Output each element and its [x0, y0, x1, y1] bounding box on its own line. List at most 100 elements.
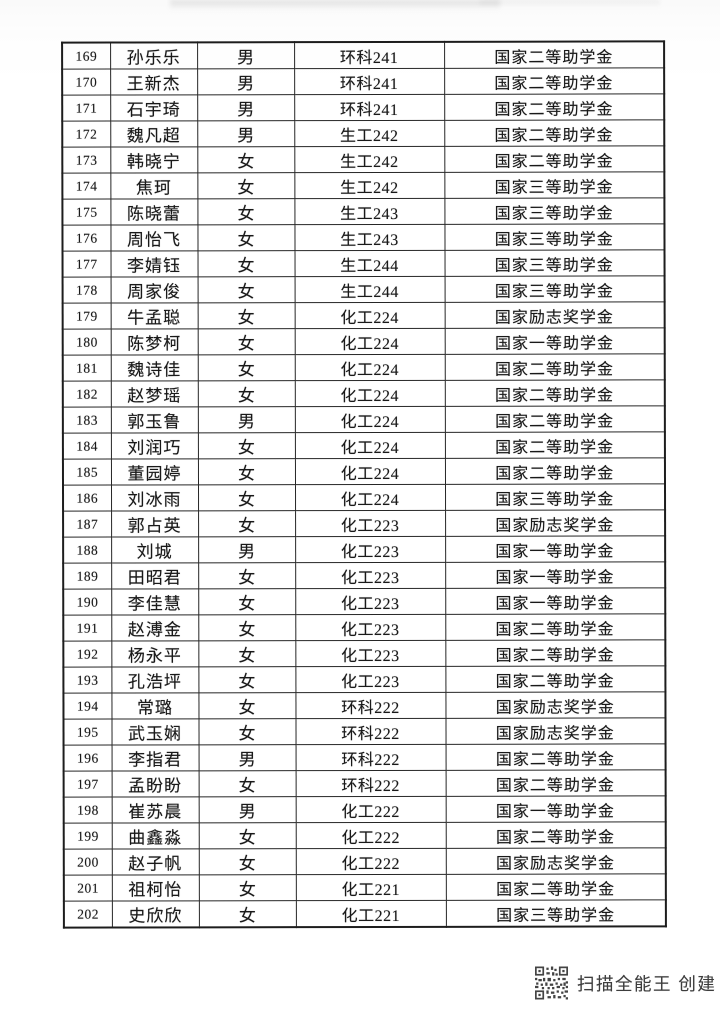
- cell-no: 175: [62, 199, 111, 226]
- cell-name: 李佳慧: [111, 588, 199, 616]
- table-row: 179 牛孟聪女化工224 国家励志奖学金: [62, 301, 665, 330]
- table-row: 192 杨永平女化工223 国家二等助学金: [63, 639, 666, 668]
- cell-name: 杨永平: [111, 640, 199, 668]
- cell-award: 国家励志奖学金: [445, 847, 666, 875]
- cell-name: 魏凡超: [110, 120, 198, 148]
- cell-class: 生工244: [294, 250, 445, 277]
- cell-name: 崔苏晨: [111, 796, 199, 824]
- table-row: 177 李婧钰女生工244 国家三等助学金: [62, 249, 665, 278]
- cell-gender: 女: [197, 302, 295, 329]
- cell-no: 194: [63, 693, 112, 720]
- table-row: 196 李指君男环科222 国家二等助学金: [63, 743, 666, 772]
- cell-gender: 女: [197, 172, 295, 199]
- cell-award: 国家二等助学金: [444, 145, 665, 173]
- cell-name: 史欣欣: [111, 900, 199, 928]
- cell-no: 200: [63, 849, 112, 876]
- cell-award: 国家三等助学金: [444, 249, 665, 277]
- cell-award: 国家一等助学金: [445, 535, 666, 563]
- cell-no: 178: [62, 277, 111, 304]
- cell-gender: 女: [198, 718, 296, 745]
- cell-gender: 男: [197, 120, 295, 147]
- table-row: 178 周家俊女生工244 国家三等助学金: [62, 275, 665, 304]
- table-row: 195 武玉娴女环科222 国家励志奖学金: [63, 717, 666, 746]
- cell-award: 国家三等助学金: [445, 899, 666, 927]
- table-row: 194 常璐女环科222 国家励志奖学金: [63, 691, 666, 720]
- cell-no: 182: [62, 381, 111, 408]
- cell-no: 196: [63, 745, 112, 772]
- cell-name: 郭玉鲁: [110, 406, 198, 434]
- cell-award: 国家二等助学金: [445, 743, 666, 771]
- cell-class: 环科241: [294, 68, 445, 95]
- cell-class: 化工222: [295, 822, 446, 849]
- cell-award: 国家一等助学金: [445, 561, 666, 589]
- table-row: 188 刘城男化工223 国家一等助学金: [63, 535, 666, 564]
- cell-name: 董园婷: [110, 458, 199, 486]
- cell-gender: 男: [197, 42, 295, 69]
- table-row: 173 韩晓宁女生工242 国家二等助学金: [62, 145, 665, 174]
- cell-name: 陈晓蕾: [110, 198, 198, 226]
- cell-no: 198: [63, 797, 112, 824]
- cell-class: 化工223: [295, 536, 446, 563]
- cell-class: 化工224: [295, 484, 446, 511]
- cell-class: 化工224: [294, 458, 445, 485]
- cell-gender: 女: [197, 328, 295, 355]
- cell-award: 国家三等助学金: [444, 171, 665, 199]
- cell-class: 生工243: [294, 224, 445, 251]
- cell-gender: 女: [198, 614, 296, 641]
- table-row: 170 王新杰男环科241 国家二等助学金: [62, 67, 665, 96]
- cell-no: 177: [62, 251, 111, 278]
- cell-gender: 女: [198, 640, 296, 667]
- cell-award: 国家二等助学金: [444, 67, 665, 95]
- cell-gender: 女: [197, 250, 295, 277]
- cell-award: 国家二等助学金: [444, 431, 665, 459]
- cell-no: 173: [62, 147, 111, 174]
- cell-class: 化工224: [294, 328, 445, 355]
- cell-no: 201: [63, 875, 112, 902]
- cell-gender: 女: [198, 822, 296, 849]
- cell-name: 曲鑫淼: [111, 822, 199, 850]
- cell-name: 焦珂: [110, 172, 198, 200]
- cell-gender: 女: [198, 692, 296, 719]
- cell-gender: 女: [198, 666, 296, 693]
- table-row: 193 孔浩坪女化工223 国家二等助学金: [63, 665, 666, 694]
- cell-name: 常璐: [111, 692, 199, 720]
- cell-gender: 女: [197, 458, 296, 485]
- cell-no: 171: [62, 95, 111, 122]
- cell-class: 化工223: [295, 640, 446, 667]
- table-row: 174 焦珂女生工242 国家三等助学金: [62, 171, 665, 200]
- cell-class: 化工221: [295, 874, 446, 901]
- cell-no: 202: [63, 901, 112, 928]
- cell-no: 189: [63, 563, 112, 590]
- cell-no: 195: [63, 719, 112, 746]
- cell-no: 193: [63, 667, 112, 694]
- cell-no: 192: [63, 641, 112, 668]
- cell-gender: 男: [198, 744, 296, 771]
- cell-class: 生工244: [294, 276, 445, 303]
- cell-no: 180: [62, 329, 111, 356]
- cell-class: 环科241: [294, 41, 445, 69]
- table-row: 185 董园婷女化工224 国家二等助学金: [62, 457, 665, 486]
- cell-award: 国家二等助学金: [444, 93, 665, 121]
- cell-name: 陈梦柯: [110, 328, 198, 356]
- table-row: 199 曲鑫淼女化工222 国家二等助学金: [63, 821, 666, 850]
- cell-name: 魏诗佳: [110, 354, 198, 382]
- table-row: 169 孙乐乐男环科241 国家二等助学金: [62, 41, 665, 70]
- cell-name: 刘润巧: [110, 432, 198, 460]
- cell-name: 韩晓宁: [110, 146, 198, 174]
- cell-award: 国家三等助学金: [444, 275, 665, 303]
- table-row: 175 陈晓蕾女生工243 国家三等助学金: [62, 197, 665, 226]
- table-row: 172 魏凡超男生工242 国家二等助学金: [62, 119, 665, 148]
- cell-award: 国家二等助学金: [444, 353, 665, 381]
- cell-class: 化工222: [295, 796, 446, 823]
- table-row: 181 魏诗佳女化工224 国家二等助学金: [62, 353, 665, 382]
- cell-award: 国家二等助学金: [444, 457, 665, 485]
- cell-gender: 男: [198, 536, 296, 563]
- cell-name: 周家俊: [110, 276, 198, 304]
- cell-no: 188: [63, 537, 112, 564]
- cell-award: 国家一等助学金: [445, 795, 666, 823]
- camscanner-watermark: 扫描全能王 创建: [535, 966, 716, 1000]
- cell-no: 199: [63, 823, 112, 850]
- cell-no: 197: [63, 771, 112, 798]
- cell-class: 化工223: [295, 588, 446, 615]
